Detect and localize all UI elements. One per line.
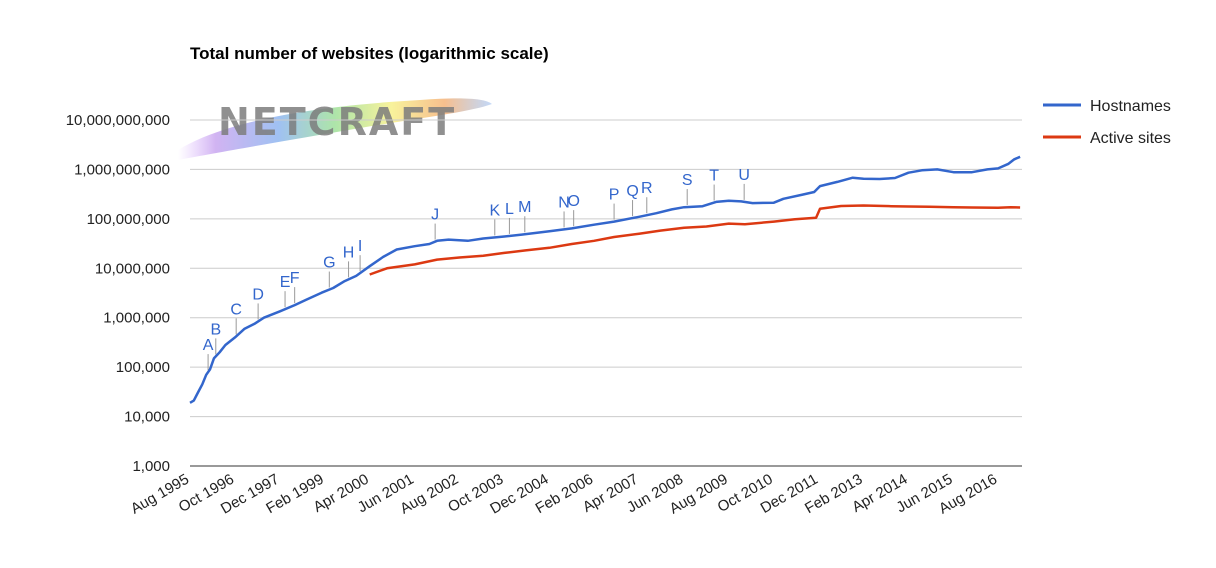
- chart-title: Total number of websites (logarithmic sc…: [190, 44, 549, 63]
- annotation-label: U: [738, 167, 750, 184]
- annotation-label: A: [203, 337, 214, 354]
- annotation-label: M: [518, 199, 531, 216]
- annotation-label: B: [210, 321, 221, 338]
- annotation-label: D: [252, 286, 264, 303]
- svg-text:NETCRAFT: NETCRAFT: [218, 100, 456, 144]
- annotation-label: Q: [626, 183, 638, 200]
- legend-label: Active sites: [1090, 130, 1171, 147]
- annotation-label: O: [567, 193, 579, 210]
- y-tick-label: 100,000,000: [87, 211, 170, 228]
- y-tick-label: 10,000,000: [95, 260, 170, 277]
- annotation-label: G: [323, 255, 335, 272]
- annotation-label: F: [290, 270, 300, 287]
- annotation-label: T: [709, 168, 719, 185]
- annotation-label: S: [682, 172, 693, 189]
- annotation-label: J: [431, 207, 439, 224]
- annotation-label: C: [230, 301, 242, 318]
- y-tick-label: 10,000: [124, 409, 170, 426]
- annotation-label: N: [558, 194, 570, 211]
- annotation-label: H: [343, 244, 355, 261]
- annotation-label: E: [280, 274, 291, 291]
- legend-label: Hostnames: [1090, 98, 1171, 115]
- annotation-label: L: [505, 201, 514, 218]
- annotation-label: R: [641, 180, 653, 197]
- series-line: [189, 155, 1021, 404]
- y-tick-label: 1,000,000: [103, 310, 170, 327]
- series-line: [369, 204, 1021, 276]
- y-tick-label: 100,000: [116, 359, 170, 376]
- annotation-label: I: [358, 238, 362, 255]
- netcraft-logo: NETCRAFT: [178, 98, 492, 160]
- y-tick-label: 1,000,000,000: [74, 161, 170, 178]
- annotation-label: K: [489, 202, 500, 219]
- y-tick-label: 1,000: [132, 458, 170, 475]
- y-tick-label: 10,000,000,000: [66, 112, 170, 129]
- annotation-label: P: [609, 187, 620, 204]
